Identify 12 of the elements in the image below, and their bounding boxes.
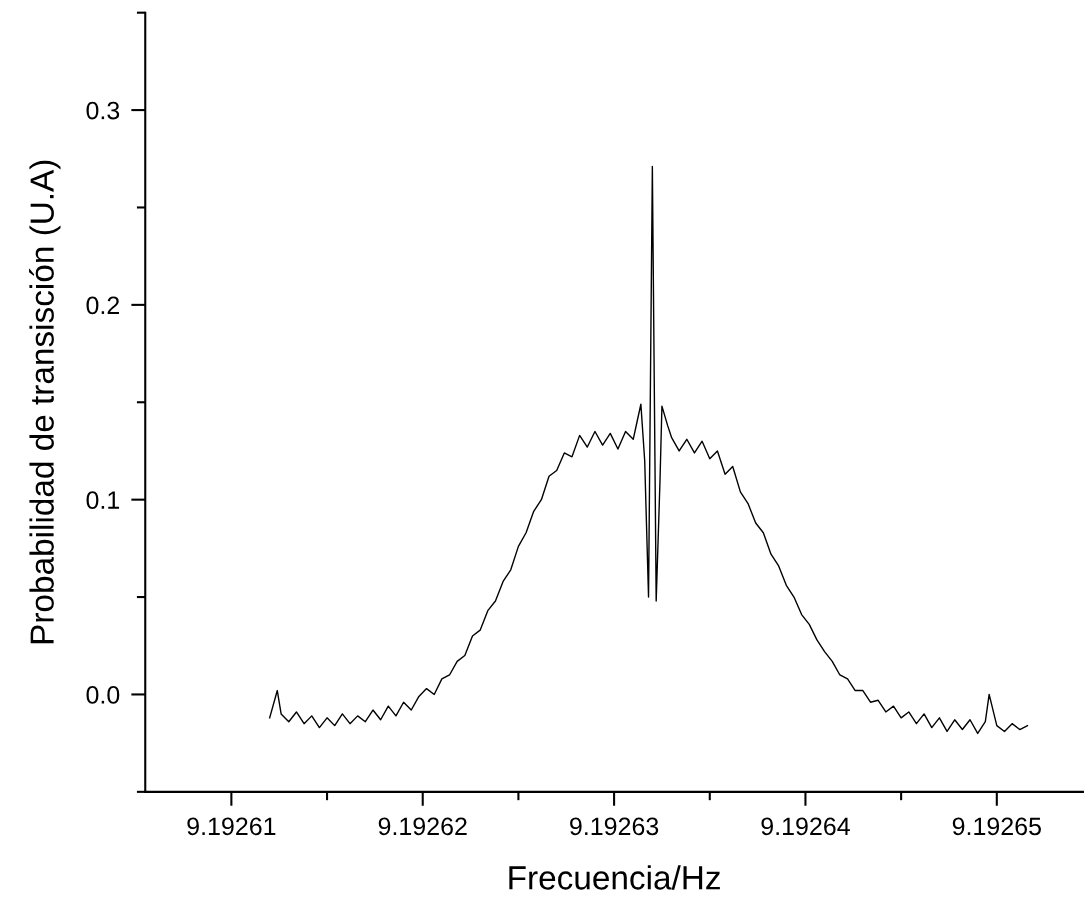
y-tick-label: 0.0 bbox=[86, 686, 120, 704]
y-axis-title: Probabilidad de transisción (U.A) bbox=[29, 160, 61, 644]
y-tick-label: 0.2 bbox=[86, 296, 119, 315]
x-tick-label: 9.19264 bbox=[761, 817, 850, 836]
x-tick-label: 9.19263 bbox=[570, 817, 659, 836]
x-tick-label: 9.19262 bbox=[378, 817, 467, 836]
x-tick-label: 9.19265 bbox=[952, 817, 1041, 836]
line-series bbox=[268, 165, 1029, 735]
y-tick-label: 0.1 bbox=[86, 491, 120, 509]
x-axis-title: Frecuencia/Hz bbox=[509, 865, 720, 890]
x-tick-label: 9.19261 bbox=[187, 817, 276, 836]
y-tick-label: 0.3 bbox=[86, 101, 120, 120]
